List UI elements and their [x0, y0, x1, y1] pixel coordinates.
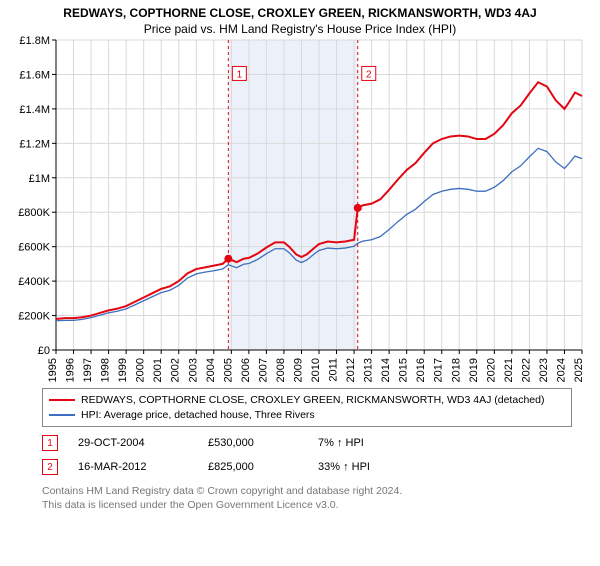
sale-price: £825,000	[208, 461, 298, 473]
svg-text:2005: 2005	[222, 358, 234, 382]
sale-vs-hpi: 7% ↑ HPI	[318, 437, 364, 449]
svg-text:2009: 2009	[292, 358, 304, 382]
svg-text:2025: 2025	[573, 358, 585, 382]
svg-text:£1.4M: £1.4M	[19, 104, 50, 116]
sale-vs-hpi: 33% ↑ HPI	[318, 461, 370, 473]
svg-text:£600K: £600K	[18, 242, 50, 254]
legend-swatch	[49, 399, 75, 401]
svg-text:1997: 1997	[82, 358, 94, 382]
attribution-line: This data is licensed under the Open Gov…	[42, 499, 572, 513]
legend: REDWAYS, COPTHORNE CLOSE, CROXLEY GREEN,…	[42, 388, 572, 427]
svg-text:2023: 2023	[538, 358, 550, 382]
sale-row: 2 16-MAR-2012 £825,000 33% ↑ HPI	[42, 459, 600, 475]
sale-marker-number: 1	[42, 435, 58, 451]
svg-text:2019: 2019	[468, 358, 480, 382]
svg-text:2020: 2020	[485, 358, 497, 382]
svg-text:£1.8M: £1.8M	[19, 36, 50, 47]
sales-list: 1 29-OCT-2004 £530,000 7% ↑ HPI 2 16-MAR-2012…	[0, 435, 600, 475]
chart-subtitle: Price paid vs. HM Land Registry's House …	[0, 22, 600, 36]
svg-text:2013: 2013	[363, 358, 375, 382]
svg-text:2021: 2021	[503, 358, 515, 382]
svg-text:2007: 2007	[257, 358, 269, 382]
svg-text:1999: 1999	[117, 358, 129, 382]
svg-text:£400K: £400K	[18, 276, 50, 288]
legend-item: HPI: Average price, detached house, Thre…	[49, 408, 565, 423]
svg-text:2002: 2002	[170, 358, 182, 382]
legend-label: REDWAYS, COPTHORNE CLOSE, CROXLEY GREEN,…	[81, 393, 544, 408]
svg-text:2011: 2011	[328, 358, 340, 382]
svg-text:£0: £0	[38, 345, 50, 357]
attribution: Contains HM Land Registry data © Crown c…	[42, 485, 572, 512]
svg-text:2000: 2000	[135, 358, 147, 382]
svg-text:1995: 1995	[47, 358, 59, 382]
svg-text:2006: 2006	[240, 358, 252, 382]
svg-text:1996: 1996	[65, 358, 77, 382]
sale-row: 1 29-OCT-2004 £530,000 7% ↑ HPI	[42, 435, 600, 451]
svg-text:2014: 2014	[380, 358, 392, 382]
svg-text:£1.2M: £1.2M	[19, 138, 50, 150]
chart-title: REDWAYS, COPTHORNE CLOSE, CROXLEY GREEN,…	[0, 6, 600, 20]
svg-text:2010: 2010	[310, 358, 322, 382]
svg-text:2015: 2015	[398, 358, 410, 382]
svg-text:2012: 2012	[345, 358, 357, 382]
svg-text:2: 2	[366, 69, 372, 80]
svg-text:2022: 2022	[520, 358, 532, 382]
sale-date: 29-OCT-2004	[78, 437, 188, 449]
svg-text:2008: 2008	[275, 358, 287, 382]
sale-marker-number: 2	[42, 459, 58, 475]
svg-text:2003: 2003	[187, 358, 199, 382]
legend-item: REDWAYS, COPTHORNE CLOSE, CROXLEY GREEN,…	[49, 393, 565, 408]
svg-text:2017: 2017	[433, 358, 445, 382]
svg-text:£200K: £200K	[18, 311, 50, 323]
sale-date: 16-MAR-2012	[78, 461, 188, 473]
svg-text:2001: 2001	[152, 358, 164, 382]
chart-area: £0 £200K £400K £600K £800K £1M £1.2M £1.4M £1.6M…	[0, 36, 600, 388]
svg-text:2018: 2018	[450, 358, 462, 382]
attribution-line: Contains HM Land Registry data © Crown c…	[42, 485, 572, 499]
svg-text:2016: 2016	[415, 358, 427, 382]
svg-text:2024: 2024	[555, 358, 567, 382]
sale-price: £530,000	[208, 437, 298, 449]
legend-swatch	[49, 414, 75, 415]
svg-text:£1.6M: £1.6M	[19, 69, 50, 81]
svg-text:2004: 2004	[205, 358, 217, 382]
legend-label: HPI: Average price, detached house, Thre…	[81, 408, 315, 423]
svg-text:£800K: £800K	[18, 207, 50, 219]
svg-text:1998: 1998	[100, 358, 112, 382]
svg-text:1: 1	[237, 69, 243, 80]
svg-text:£1M: £1M	[29, 173, 50, 185]
